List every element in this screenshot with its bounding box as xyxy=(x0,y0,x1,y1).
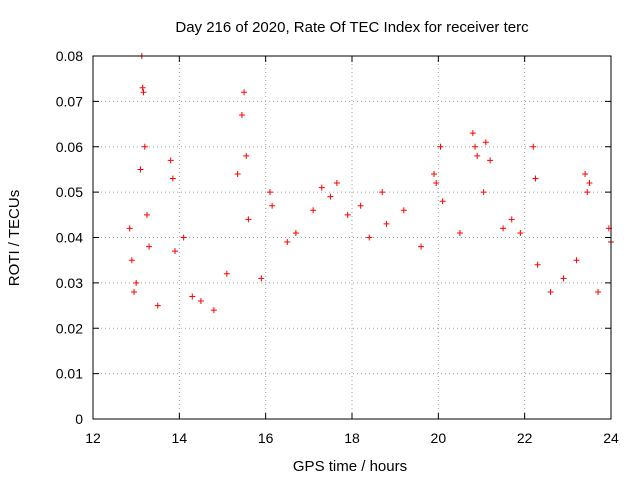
y-axis-label: ROTI / TECUs xyxy=(6,190,23,286)
y-tick-label: 0.03 xyxy=(56,275,83,291)
data-point xyxy=(167,157,174,164)
data-point xyxy=(189,293,196,300)
data-point xyxy=(139,84,146,91)
data-point xyxy=(197,298,204,305)
data-point xyxy=(500,225,507,232)
data-point xyxy=(210,307,217,314)
data-point xyxy=(586,180,593,187)
data-point xyxy=(472,143,479,150)
data-point xyxy=(126,225,133,232)
data-point xyxy=(154,302,161,309)
data-point xyxy=(146,243,153,250)
data-point xyxy=(431,170,438,177)
data-point xyxy=(357,202,364,209)
data-point xyxy=(530,143,537,150)
axis-ticks: 12 14 16 18 20 22 24 0 0.01 0.02 0.03 0.04 0.05 0.06 0… xyxy=(56,48,619,446)
x-tick-label: 24 xyxy=(603,430,619,446)
data-point xyxy=(573,257,580,264)
data-point xyxy=(137,166,144,173)
data-points xyxy=(126,53,614,314)
data-point xyxy=(379,189,386,196)
data-point xyxy=(344,211,351,218)
data-point xyxy=(169,175,176,182)
grid xyxy=(93,56,611,419)
data-point xyxy=(433,180,440,187)
data-point xyxy=(172,248,179,255)
x-tick-label: 18 xyxy=(344,430,360,446)
data-point xyxy=(400,207,407,214)
data-point xyxy=(517,229,524,236)
data-point xyxy=(128,257,135,264)
x-tick-label: 16 xyxy=(258,430,274,446)
data-point xyxy=(547,288,554,295)
data-point xyxy=(584,189,591,196)
data-point xyxy=(469,130,476,137)
y-tick-label: 0.05 xyxy=(56,184,83,200)
data-point xyxy=(140,89,147,96)
y-tick-label: 0 xyxy=(75,411,83,427)
x-tick-label: 14 xyxy=(172,430,188,446)
data-point xyxy=(532,175,539,182)
data-point xyxy=(245,216,252,223)
data-point xyxy=(383,220,390,227)
data-point xyxy=(418,243,425,250)
data-point xyxy=(284,239,291,246)
data-point xyxy=(437,143,444,150)
data-point xyxy=(292,229,299,236)
data-point xyxy=(560,275,567,282)
data-point xyxy=(143,211,150,218)
data-point xyxy=(333,180,340,187)
x-axis-label: GPS time / hours xyxy=(293,458,407,475)
data-point xyxy=(131,288,138,295)
y-tick-label: 0.01 xyxy=(56,366,83,382)
data-point xyxy=(508,216,515,223)
data-point xyxy=(266,189,273,196)
x-tick-label: 22 xyxy=(517,430,533,446)
data-point xyxy=(180,234,187,241)
data-point xyxy=(595,288,602,295)
data-point xyxy=(474,152,481,159)
data-point xyxy=(482,139,489,146)
data-point xyxy=(456,229,463,236)
y-tick-label: 0.02 xyxy=(56,320,83,336)
data-point xyxy=(310,207,317,214)
y-tick-label: 0.07 xyxy=(56,93,83,109)
data-point xyxy=(241,89,248,96)
y-tick-label: 0.06 xyxy=(56,139,83,155)
data-point xyxy=(439,198,446,205)
data-point xyxy=(327,193,334,200)
chart-title: Day 216 of 2020, Rate Of TEC Index for r… xyxy=(175,19,529,36)
data-point xyxy=(582,170,589,177)
data-point xyxy=(223,270,230,277)
y-tick-label: 0.08 xyxy=(56,48,83,64)
y-tick-label: 0.04 xyxy=(56,230,83,246)
data-point xyxy=(269,202,276,209)
data-point xyxy=(141,143,148,150)
x-tick-label: 20 xyxy=(431,430,447,446)
data-point xyxy=(258,275,265,282)
data-point xyxy=(534,261,541,268)
x-tick-label: 12 xyxy=(85,430,101,446)
data-point xyxy=(238,111,245,118)
data-point xyxy=(234,170,241,177)
data-point xyxy=(243,152,250,159)
data-point xyxy=(480,189,487,196)
data-point xyxy=(133,279,140,286)
data-point xyxy=(318,184,325,191)
data-point xyxy=(487,157,494,164)
data-point xyxy=(366,234,373,241)
